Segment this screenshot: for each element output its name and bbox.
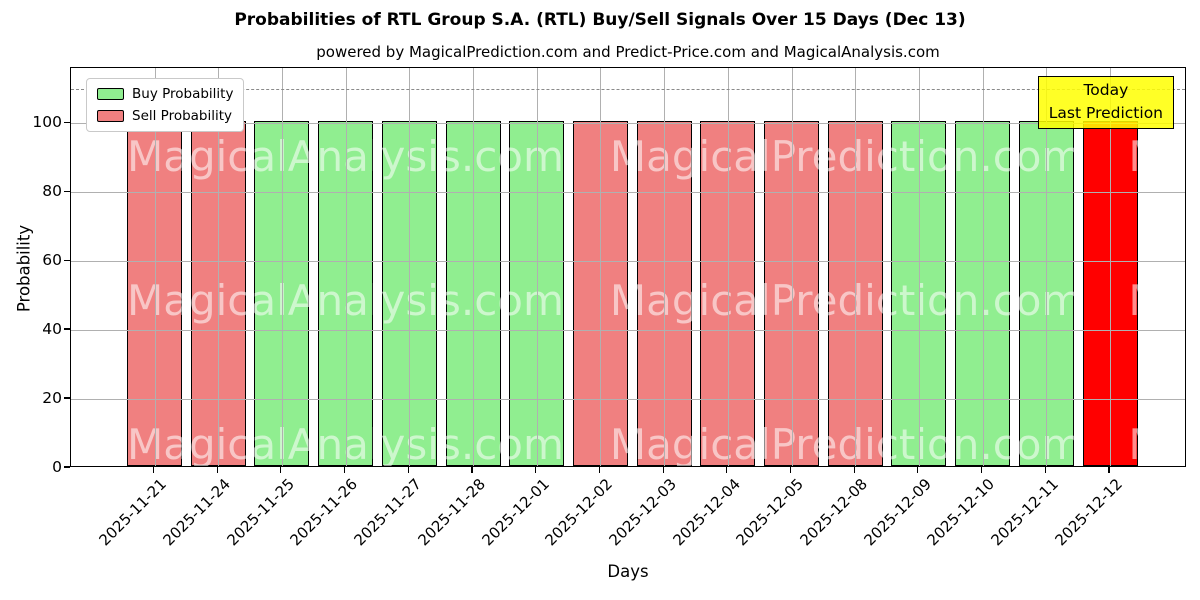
x-tick-mark — [1108, 467, 1110, 473]
y-gridline — [71, 192, 1185, 194]
x-gridline — [409, 68, 411, 466]
x-gridline — [727, 68, 729, 466]
y-tick-mark — [64, 466, 70, 468]
y-tick-label: 100 — [32, 113, 62, 132]
x-gridline — [600, 68, 602, 466]
x-gridline — [918, 68, 920, 466]
legend-label-sell: Sell Probability — [132, 108, 233, 124]
y-tick-label: 40 — [42, 320, 62, 339]
today-annotation: Today Last Prediction — [1037, 76, 1174, 129]
sell-color-swatch — [97, 110, 124, 122]
x-gridline — [154, 68, 156, 466]
x-tick-label: 2025-12-03 — [605, 475, 680, 550]
x-tick-mark — [216, 467, 218, 473]
buy-color-swatch — [97, 88, 124, 100]
y-gridline — [71, 330, 1185, 332]
legend-label-buy: Buy Probability — [132, 86, 234, 102]
x-tick-mark — [662, 467, 664, 473]
x-tick-label: 2025-11-26 — [286, 475, 362, 550]
today-annotation-line2: Last Prediction — [1048, 104, 1163, 123]
x-tick-label: 2025-11-28 — [414, 475, 489, 550]
y-gridline — [71, 123, 1185, 125]
x-tick-mark — [726, 467, 728, 473]
x-gridline — [345, 68, 347, 466]
x-tick-label: 2025-12-09 — [860, 475, 935, 550]
x-gridline — [855, 68, 857, 466]
x-tick-mark — [280, 467, 282, 473]
x-tick-mark — [407, 467, 409, 473]
x-gridline — [664, 68, 666, 466]
legend-item-sell: Sell Probability — [97, 108, 233, 124]
x-tick-label: 2025-12-10 — [923, 475, 999, 550]
x-axis-label: Days — [607, 562, 649, 581]
x-tick-mark — [535, 467, 537, 473]
y-tick-mark — [64, 259, 70, 261]
x-tick-mark — [789, 467, 792, 473]
x-tick-label: 2025-11-27 — [350, 475, 426, 550]
x-gridline — [982, 68, 984, 466]
y-gridline — [71, 399, 1185, 401]
y-tick-mark — [64, 328, 70, 330]
x-tick-mark — [1044, 467, 1046, 473]
x-gridline — [791, 68, 793, 466]
x-gridline — [1046, 68, 1048, 466]
x-tick-label: 2025-12-05 — [732, 475, 808, 550]
x-tick-mark — [152, 467, 155, 473]
y-tick-mark — [64, 121, 70, 123]
x-gridline — [473, 68, 474, 466]
x-tick-mark — [598, 467, 600, 473]
x-tick-label: 2025-12-11 — [987, 475, 1063, 550]
x-gridline — [1110, 68, 1111, 466]
legend-item-buy: Buy Probability — [97, 86, 233, 102]
x-gridline — [218, 68, 220, 466]
y-tick-mark — [64, 397, 70, 399]
x-tick-label: 2025-12-01 — [478, 475, 553, 550]
chart-subtitle: powered by MagicalPrediction.com and Pre… — [316, 43, 940, 61]
legend: Buy Probability Sell Probability — [86, 78, 245, 132]
x-tick-label: 2025-11-24 — [159, 475, 234, 550]
x-gridline — [536, 68, 538, 466]
x-tick-label: 2025-12-08 — [796, 475, 871, 550]
chart-title: Probabilities of RTL Group S.A. (RTL) Bu… — [234, 10, 966, 30]
x-tick-mark — [853, 467, 855, 473]
y-tick-mark — [64, 190, 70, 192]
y-gridline — [71, 261, 1185, 263]
x-tick-mark — [471, 467, 473, 473]
y-tick-label: 80 — [42, 182, 62, 201]
today-annotation-line1: Today — [1083, 81, 1129, 99]
x-tick-mark — [981, 467, 983, 473]
x-tick-label: 2025-11-25 — [223, 475, 298, 550]
y-tick-label: 60 — [42, 251, 62, 270]
x-tick-label: 2025-12-12 — [1051, 475, 1126, 550]
x-tick-label: 2025-12-04 — [669, 475, 744, 550]
x-tick-label: 2025-12-02 — [541, 475, 617, 550]
y-tick-label: 0 — [52, 458, 62, 476]
x-tick-label: 2025-11-21 — [95, 475, 171, 550]
x-tick-mark — [917, 467, 919, 473]
y-tick-label: 20 — [42, 389, 62, 408]
x-tick-mark — [344, 467, 346, 473]
threshold-dashed-line — [71, 88, 1185, 90]
x-gridline — [281, 68, 283, 466]
